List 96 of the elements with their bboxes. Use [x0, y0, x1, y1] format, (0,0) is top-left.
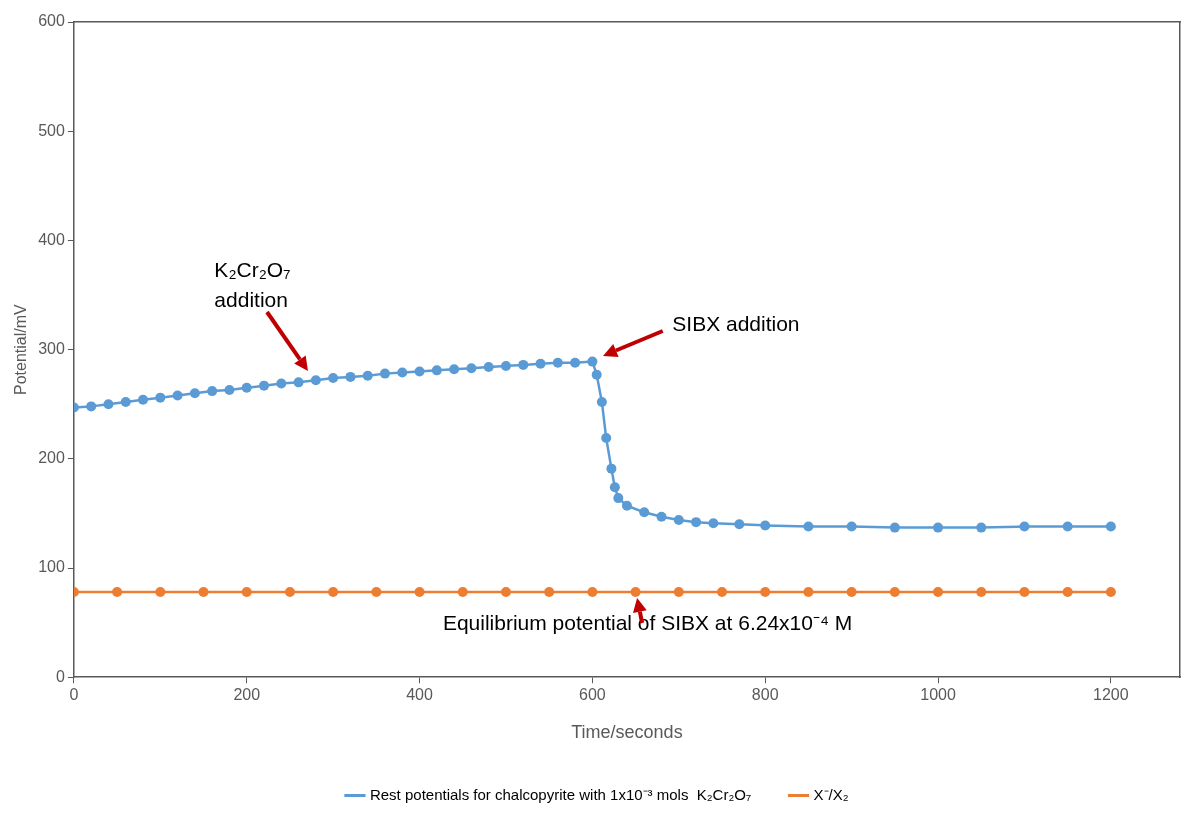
- point: [673, 514, 684, 525]
- point: [552, 357, 563, 368]
- point: [189, 388, 200, 399]
- point: [466, 363, 477, 374]
- point: [630, 587, 641, 598]
- y-tick-label: 200: [38, 449, 65, 467]
- point: [276, 378, 287, 389]
- point: [1062, 521, 1073, 532]
- point: [587, 587, 598, 598]
- x-axis-title: Time/seconds: [571, 722, 683, 743]
- point: [760, 587, 771, 598]
- x-tick-label: 800: [751, 686, 779, 704]
- y-tick-label: 500: [38, 121, 65, 139]
- point: [457, 587, 468, 598]
- point: [803, 521, 814, 532]
- x-tick-label: 1000: [920, 686, 956, 704]
- y-tick-label: 0: [55, 667, 65, 685]
- x-tick-label: 600: [579, 686, 606, 704]
- y-tick-label: 600: [38, 12, 65, 30]
- point: [414, 587, 425, 598]
- point: [103, 399, 114, 410]
- point: [86, 401, 97, 412]
- point: [846, 587, 857, 598]
- y-axis-title: Potential/mV: [12, 303, 30, 395]
- x-tick-label: 200: [233, 686, 261, 704]
- point: [708, 518, 719, 529]
- point: [613, 493, 624, 504]
- point: [621, 500, 632, 511]
- point: [155, 392, 166, 403]
- point: [889, 522, 900, 533]
- point: [544, 587, 555, 598]
- annotation: K₂Cr₂O₇ addition: [214, 257, 291, 311]
- point: [656, 511, 667, 522]
- point: [587, 356, 598, 367]
- point: [933, 587, 944, 598]
- x-tick-label: 1200: [1093, 686, 1129, 704]
- point: [379, 368, 390, 379]
- annotation: SIBX addition: [672, 311, 800, 335]
- point: [673, 587, 684, 598]
- point: [293, 377, 304, 388]
- point: [328, 587, 339, 598]
- point: [846, 521, 857, 532]
- point: [591, 369, 602, 380]
- point: [1105, 587, 1116, 598]
- point: [717, 587, 727, 598]
- point: [483, 362, 494, 373]
- point: [606, 463, 617, 474]
- y-tick-label: 300: [38, 340, 65, 358]
- point: [172, 390, 183, 401]
- point: [224, 385, 235, 395]
- point: [284, 587, 295, 598]
- point: [596, 397, 607, 408]
- point: [310, 375, 321, 386]
- point: [500, 587, 511, 598]
- point: [414, 366, 425, 377]
- legend-label: X⁻/X₂: [813, 785, 849, 803]
- point: [734, 519, 745, 530]
- point: [500, 360, 511, 371]
- y-tick-label: 400: [38, 230, 65, 248]
- point: [601, 433, 612, 444]
- point: [259, 380, 270, 391]
- point: [570, 357, 581, 368]
- point: [889, 587, 900, 598]
- legend-label: Rest potentials for chalcopyrite with 1x10⁻³ mols K₂Cr₂O₇: [369, 785, 752, 803]
- point: [241, 587, 252, 598]
- point: [1019, 521, 1030, 532]
- point: [362, 370, 373, 381]
- point: [691, 517, 702, 528]
- y-tick-label: 100: [38, 558, 65, 576]
- point: [449, 364, 460, 375]
- point: [328, 372, 339, 383]
- point: [138, 394, 149, 405]
- point: [760, 520, 771, 531]
- x-tick-label: 400: [406, 686, 433, 704]
- point: [976, 522, 987, 533]
- point: [198, 587, 209, 598]
- point: [1105, 521, 1116, 532]
- point: [207, 386, 218, 397]
- point: [609, 482, 620, 493]
- point: [976, 587, 987, 598]
- point: [518, 359, 529, 370]
- point: [639, 507, 650, 518]
- point: [397, 367, 408, 378]
- point: [155, 587, 166, 598]
- point: [241, 382, 252, 393]
- point: [535, 358, 546, 369]
- point: [933, 522, 944, 533]
- point: [345, 371, 356, 382]
- x-tick-label: 0: [69, 686, 79, 704]
- point: [112, 587, 123, 598]
- point: [803, 587, 814, 598]
- point: [120, 397, 131, 408]
- point: [1062, 587, 1073, 598]
- point: [1019, 587, 1030, 598]
- point: [371, 587, 382, 598]
- point: [431, 365, 442, 376]
